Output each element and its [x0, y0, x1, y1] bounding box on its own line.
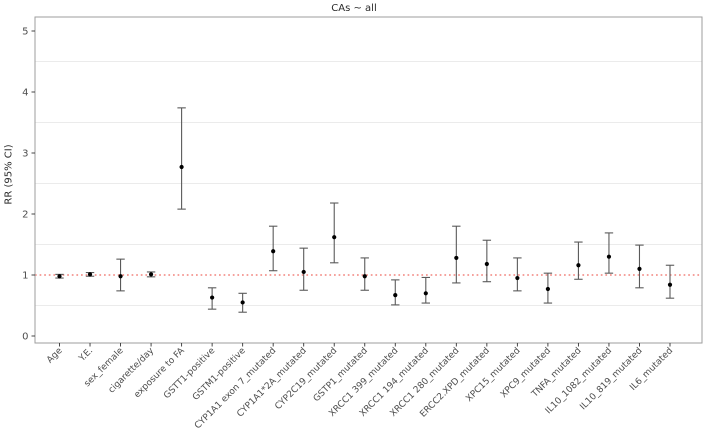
x-tick-label: GSTP1_mutated [312, 346, 370, 404]
y-tick-label: 1 [22, 271, 28, 282]
data-point [362, 274, 367, 279]
data-point [454, 255, 459, 261]
data-point [332, 235, 337, 240]
data-point [87, 272, 93, 277]
panel-border [34, 16, 703, 344]
data-point [423, 291, 428, 296]
chart-title: CAs ~ all [331, 3, 377, 14]
data-point [118, 274, 123, 279]
data-point [57, 274, 62, 279]
y-tick-label: 2 [22, 210, 28, 221]
x-tick-label: XPC15_mutated [464, 346, 522, 404]
x-tick-label: Age [45, 346, 65, 366]
data-point [148, 272, 154, 277]
data-point [637, 266, 642, 271]
data-point [606, 254, 612, 259]
y-tick-label: 4 [22, 88, 28, 99]
data-point [515, 275, 520, 281]
data-point [667, 282, 673, 287]
data-point [484, 261, 489, 267]
y-tick-label: 3 [22, 149, 28, 160]
x-tick-label: Y.E. [77, 346, 95, 364]
data-point [271, 249, 276, 254]
data-point [240, 300, 245, 305]
data-point [301, 269, 306, 275]
data-point [545, 286, 551, 292]
data-point [393, 293, 398, 298]
data-point [576, 263, 581, 268]
x-tick-label: GSTM1-positive [191, 346, 248, 403]
data-point [210, 295, 215, 300]
y-tick-label: 0 [22, 332, 28, 343]
data-point [179, 164, 184, 170]
y-tick-label: 5 [22, 27, 28, 38]
